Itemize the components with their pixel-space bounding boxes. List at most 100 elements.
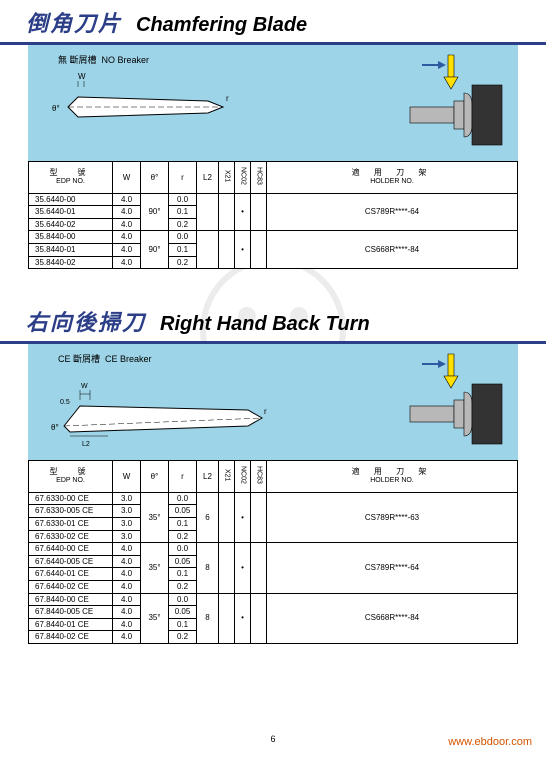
col-l2: L2	[197, 162, 219, 194]
cell-edp: 67.8440-00 CE	[29, 593, 113, 606]
cell-edp: 67.6440-02 CE	[29, 580, 113, 593]
cell-w: 4.0	[113, 606, 141, 619]
cell-r: 0.05	[169, 505, 197, 518]
cell-nc02: •	[235, 231, 251, 269]
cell-r: 0.0	[169, 492, 197, 505]
cell-nc02: •	[235, 543, 251, 593]
cell-r: 0.05	[169, 606, 197, 619]
cell-hc83	[251, 543, 267, 593]
title-en: Chamfering Blade	[136, 14, 307, 37]
spec-table-chamfer: 型 號EDP NO. W θ° r L2 X21 NC02 HC83 適 用 刀…	[28, 161, 518, 269]
holder-diagram	[392, 49, 512, 155]
svg-text:0.5: 0.5	[60, 399, 70, 406]
col-holder: 適 用 刀 架HOLDER NO.	[267, 461, 518, 493]
cell-edp: 35.6440-01	[29, 206, 113, 219]
section-chamfer: 倒角刀片 Chamfering Blade 無 斷屑槽 NO Breaker W…	[0, 0, 546, 269]
rhbt-blade-diagram: W 0.5 L2 θ° r	[48, 370, 268, 456]
cell-l2: 6	[197, 492, 219, 542]
cell-w: 4.0	[113, 206, 141, 219]
table-row: 67.6440-00 CE4.035°0.08•CS789R****-64	[29, 543, 518, 556]
cell-w: 3.0	[113, 530, 141, 543]
cell-nc02: •	[235, 492, 251, 542]
cell-w: 4.0	[113, 568, 141, 581]
col-x21: X21	[219, 162, 235, 194]
chamfer-blade-diagram: W θ° r	[48, 71, 248, 151]
table-row: 35.6440-004.090°0.0•CS789R****-64	[29, 193, 518, 206]
cell-r: 0.0	[169, 543, 197, 556]
cell-r: 0.1	[169, 243, 197, 256]
cell-x21	[219, 593, 235, 643]
cell-theta: 35°	[141, 492, 169, 542]
cell-theta: 35°	[141, 543, 169, 593]
cell-r: 0.2	[169, 256, 197, 269]
cell-w: 4.0	[113, 243, 141, 256]
cell-nc02: •	[235, 193, 251, 231]
cell-w: 4.0	[113, 631, 141, 644]
col-edp: 型 號EDP NO.	[29, 461, 113, 493]
svg-text:W: W	[78, 72, 86, 81]
breaker-label: 無 斷屑槽 NO Breaker	[58, 53, 149, 66]
col-nc02: NC02	[235, 461, 251, 493]
cell-r: 0.1	[169, 517, 197, 530]
col-edp: 型 號EDP NO.	[29, 162, 113, 194]
cell-edp: 67.6330-02 CE	[29, 530, 113, 543]
cell-r: 0.1	[169, 618, 197, 631]
col-theta: θ°	[141, 162, 169, 194]
table-row: 35.8440-004.090°0.0•CS668R****-84	[29, 231, 518, 244]
footer-url: www.ebdoor.com	[448, 736, 532, 748]
title-bar: 右向後掃刀 Right Hand Back Turn	[0, 299, 546, 344]
svg-text:θ°: θ°	[51, 423, 59, 432]
cell-theta: 90°	[141, 231, 169, 269]
cell-edp: 67.6330-005 CE	[29, 505, 113, 518]
cell-edp: 35.8440-00	[29, 231, 113, 244]
cell-edp: 35.8440-02	[29, 256, 113, 269]
cell-w: 4.0	[113, 218, 141, 231]
cell-r: 0.0	[169, 231, 197, 244]
breaker-label: CE 斷屑槽 CE Breaker	[58, 352, 152, 365]
holder-diagram	[392, 348, 512, 454]
svg-text:L2: L2	[82, 441, 90, 448]
cell-w: 4.0	[113, 555, 141, 568]
col-x21: X21	[219, 461, 235, 493]
title-zh: 右向後掃刀	[26, 305, 146, 337]
cell-edp: 67.6330-00 CE	[29, 492, 113, 505]
cell-r: 0.2	[169, 218, 197, 231]
cell-r: 0.1	[169, 206, 197, 219]
title-bar: 倒角刀片 Chamfering Blade	[0, 0, 546, 45]
cell-edp: 67.6440-005 CE	[29, 555, 113, 568]
cell-l2	[197, 231, 219, 269]
col-w: W	[113, 461, 141, 493]
cell-theta: 35°	[141, 593, 169, 643]
cell-w: 3.0	[113, 505, 141, 518]
col-l2: L2	[197, 461, 219, 493]
cell-holder: CS668R****-84	[267, 231, 518, 269]
cell-edp: 67.8440-005 CE	[29, 606, 113, 619]
cell-edp: 67.8440-02 CE	[29, 631, 113, 644]
diagram-panel: 無 斷屑槽 NO Breaker W θ° r	[28, 45, 518, 161]
cell-edp: 35.6440-00	[29, 193, 113, 206]
cell-w: 4.0	[113, 256, 141, 269]
spec-table-rhbt: 型 號EDP NO. W θ° r L2 X21 NC02 HC83 適 用 刀…	[28, 460, 518, 644]
col-r: r	[169, 461, 197, 493]
cell-l2	[197, 193, 219, 231]
cell-edp: 35.8440-01	[29, 243, 113, 256]
cell-x21	[219, 543, 235, 593]
cell-r: 0.2	[169, 631, 197, 644]
cell-w: 3.0	[113, 517, 141, 530]
cell-l2: 8	[197, 543, 219, 593]
cell-theta: 90°	[141, 193, 169, 231]
diagram-panel: CE 斷屑槽 CE Breaker W 0.5 L2 θ° r	[28, 344, 518, 460]
cell-edp: 35.6440-02	[29, 218, 113, 231]
cell-w: 4.0	[113, 618, 141, 631]
col-hc83: HC83	[251, 461, 267, 493]
cell-edp: 67.6440-01 CE	[29, 568, 113, 581]
cell-w: 4.0	[113, 543, 141, 556]
table-row: 67.8440-00 CE4.035°0.08•CS668R****-84	[29, 593, 518, 606]
cell-holder: CS789R****-63	[267, 492, 518, 542]
cell-w: 4.0	[113, 193, 141, 206]
cell-w: 3.0	[113, 492, 141, 505]
title-zh: 倒角刀片	[26, 6, 122, 38]
cell-hc83	[251, 492, 267, 542]
col-theta: θ°	[141, 461, 169, 493]
table-row: 67.6330-00 CE3.035°0.06•CS789R****-63	[29, 492, 518, 505]
